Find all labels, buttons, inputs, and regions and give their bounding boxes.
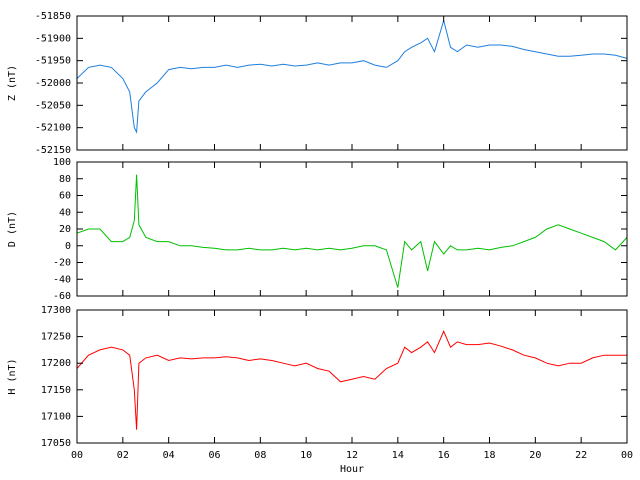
x-tick-label: 22 — [575, 450, 587, 461]
y-tick-label: 60 — [59, 191, 71, 202]
x-tick-label: 14 — [392, 450, 404, 461]
y-tick-label: 17250 — [41, 332, 71, 343]
y-tick-label: -20 — [53, 258, 71, 269]
y-tick-label: -51900 — [35, 33, 71, 44]
y-axis-label: D (nT) — [7, 211, 18, 247]
y-tick-label: -60 — [53, 291, 71, 302]
x-axis-label: Hour — [340, 464, 364, 475]
x-tick-label: 10 — [300, 450, 312, 461]
data-line — [76, 18, 628, 134]
x-tick-label: 00 — [71, 450, 83, 461]
plot-frame — [76, 309, 628, 444]
x-tick-label: 20 — [529, 450, 541, 461]
y-tick-label: 17100 — [41, 411, 71, 422]
x-tick-label: 08 — [254, 450, 266, 461]
y-tick-label: -40 — [53, 274, 71, 285]
y-tick-label: -51850 — [35, 11, 71, 22]
x-tick-label: 12 — [346, 450, 358, 461]
x-tick-label: 04 — [163, 450, 175, 461]
y-tick-label: 17200 — [41, 358, 71, 369]
y-tick-label: 17150 — [41, 385, 71, 396]
y-tick-label: -52100 — [35, 123, 71, 134]
data-line — [76, 330, 627, 430]
y-axis-label: Z (nT) — [7, 65, 18, 101]
plot-frame — [76, 15, 628, 151]
y-tick-label: 17050 — [41, 438, 71, 449]
y-tick-label: 40 — [59, 207, 71, 218]
x-tick-label: 00 — [621, 450, 633, 461]
x-tick-label: 18 — [483, 450, 495, 461]
x-tick-label: 06 — [208, 450, 220, 461]
y-tick-label: -51950 — [35, 56, 71, 67]
y-tick-label: 80 — [59, 174, 71, 185]
x-tick-label: 16 — [438, 450, 450, 461]
y-tick-label: 17300 — [41, 305, 71, 316]
y-tick-label: -52050 — [35, 100, 71, 111]
data-line — [76, 174, 628, 288]
y-tick-label: 20 — [59, 224, 71, 235]
x-tick-label: 02 — [117, 450, 129, 461]
y-tick-label: 100 — [53, 157, 71, 168]
y-axis-label: H (nT) — [7, 358, 18, 394]
y-tick-label: 0 — [65, 241, 71, 252]
plot-frame — [76, 161, 628, 297]
y-tick-label: -52000 — [35, 78, 71, 89]
y-tick-label: -52150 — [35, 145, 71, 156]
